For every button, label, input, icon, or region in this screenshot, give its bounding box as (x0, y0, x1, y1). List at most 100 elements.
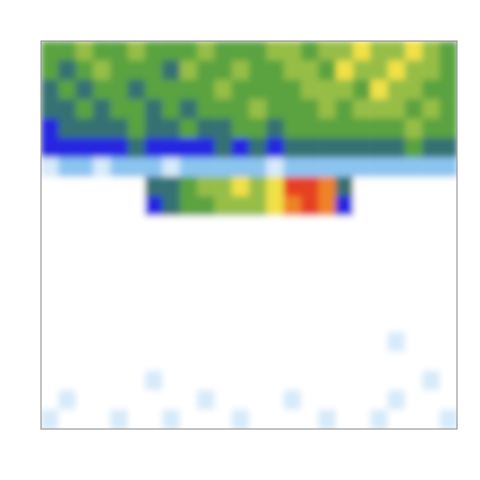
cell (93, 351, 111, 371)
cell (336, 410, 354, 429)
cell (145, 99, 163, 119)
cell (58, 313, 76, 333)
cell (301, 332, 319, 352)
cell (128, 410, 146, 429)
cell (353, 80, 371, 100)
cell (41, 371, 59, 391)
cell (145, 60, 163, 80)
cell (180, 371, 198, 391)
cell (336, 177, 354, 197)
cell (249, 313, 267, 333)
cell (162, 293, 180, 313)
cell (284, 41, 302, 61)
cell (214, 138, 232, 158)
cell (301, 119, 319, 139)
cell (301, 293, 319, 313)
cell (58, 371, 76, 391)
cell (266, 99, 284, 119)
cell (110, 313, 128, 333)
cell (388, 274, 406, 294)
cell (232, 371, 250, 391)
cell (318, 410, 336, 429)
cell (249, 390, 267, 410)
cell (145, 157, 163, 177)
cell (353, 313, 371, 333)
cell (214, 254, 232, 274)
cell (162, 390, 180, 410)
cell (440, 60, 457, 80)
cell (58, 41, 76, 61)
cell (197, 138, 215, 158)
cell (336, 41, 354, 61)
cell (76, 390, 94, 410)
cell (405, 99, 423, 119)
cell (93, 313, 111, 333)
cell (232, 177, 250, 197)
cell (110, 138, 128, 158)
cell (180, 274, 198, 294)
cell (266, 371, 284, 391)
cell (58, 157, 76, 177)
cell (93, 138, 111, 158)
cell (336, 390, 354, 410)
cell (318, 138, 336, 158)
cell (128, 332, 146, 352)
cell (440, 254, 457, 274)
cell (110, 235, 128, 255)
cell (41, 293, 59, 313)
cell (422, 254, 440, 274)
cell (249, 235, 267, 255)
cell (41, 177, 59, 197)
cell (249, 351, 267, 371)
cell (405, 254, 423, 274)
cell (145, 80, 163, 100)
cell (405, 196, 423, 216)
cell (145, 332, 163, 352)
cell (249, 138, 267, 158)
cell (214, 410, 232, 429)
cell (440, 138, 457, 158)
cell (353, 332, 371, 352)
cell (318, 216, 336, 236)
cell (336, 351, 354, 371)
cell (422, 351, 440, 371)
cell (58, 332, 76, 352)
cell (405, 235, 423, 255)
cell (41, 274, 59, 294)
cell (422, 99, 440, 119)
cell (93, 99, 111, 119)
cell (266, 332, 284, 352)
cell (232, 216, 250, 236)
cell (284, 216, 302, 236)
cell (422, 196, 440, 216)
cell (370, 351, 388, 371)
cell (214, 80, 232, 100)
cell (76, 196, 94, 216)
cell (41, 80, 59, 100)
cell (353, 177, 371, 197)
cell (76, 99, 94, 119)
cell (318, 157, 336, 177)
cell (405, 80, 423, 100)
cell (284, 119, 302, 139)
cell (180, 119, 198, 139)
cell (110, 157, 128, 177)
cell (214, 196, 232, 216)
cell (336, 254, 354, 274)
cell (249, 371, 267, 391)
cell (76, 351, 94, 371)
cell (249, 41, 267, 61)
cell (162, 332, 180, 352)
cell (232, 410, 250, 429)
cell (214, 99, 232, 119)
cell (353, 99, 371, 119)
cell (41, 119, 59, 139)
cell (388, 254, 406, 274)
cell (197, 371, 215, 391)
cell (128, 254, 146, 274)
cell (353, 119, 371, 139)
cell (214, 293, 232, 313)
cell (41, 138, 59, 158)
cell (214, 390, 232, 410)
cell (405, 371, 423, 391)
